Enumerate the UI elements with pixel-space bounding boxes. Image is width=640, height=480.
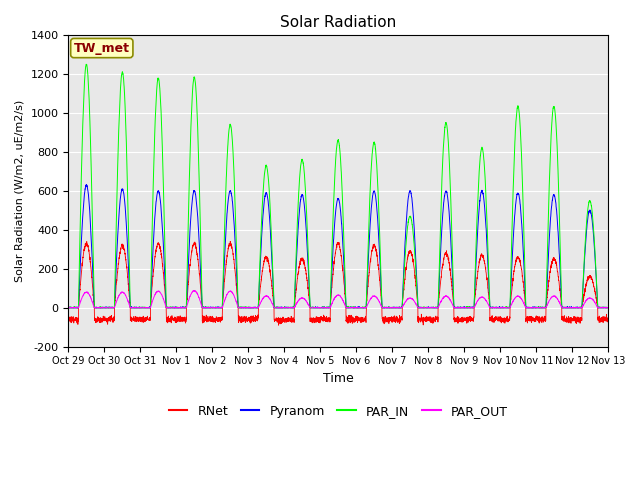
PAR_IN [490,304,497,310]
Pyranom [83,182,90,188]
Pyranom [162,288,170,293]
PAR_IN [459,305,467,311]
PAR_IN [162,270,170,276]
Line: Pyranom: Pyranom [68,185,608,308]
RNet [429,316,437,322]
Line: PAR_OUT: PAR_OUT [68,290,608,308]
PAR_IN [65,305,72,311]
Text: TW_met: TW_met [74,42,130,55]
PAR_OUT [191,288,198,293]
RNet [318,315,326,321]
RNet [275,323,282,328]
Y-axis label: Solar Radiation (W/m2, uE/m2/s): Solar Radiation (W/m2, uE/m2/s) [15,100,25,282]
Pyranom [459,305,467,311]
RNet [161,293,169,299]
PAR_IN [604,305,611,311]
X-axis label: Time: Time [323,372,353,385]
Line: PAR_IN: PAR_IN [68,64,608,308]
RNet [604,319,611,324]
RNet [460,317,467,323]
Pyranom [490,305,497,311]
PAR_IN [429,305,437,311]
RNet [227,239,234,244]
PAR_OUT [604,305,612,311]
PAR_IN [604,305,612,311]
PAR_IN [318,305,326,311]
PAR_OUT [604,305,611,311]
PAR_OUT [490,305,497,311]
Line: RNet: RNet [68,241,608,325]
Title: Solar Radiation: Solar Radiation [280,15,396,30]
Pyranom [429,305,437,311]
RNet [490,316,497,322]
Pyranom [604,305,612,311]
Pyranom [65,305,72,311]
PAR_IN [83,61,90,67]
Legend: RNet, Pyranom, PAR_IN, PAR_OUT: RNet, Pyranom, PAR_IN, PAR_OUT [164,400,513,423]
Pyranom [604,305,611,311]
PAR_OUT [429,305,437,311]
PAR_OUT [459,305,467,311]
PAR_OUT [161,302,169,308]
PAR_OUT [318,305,326,311]
RNet [604,316,612,322]
Pyranom [318,305,326,311]
PAR_OUT [65,305,72,311]
RNet [65,314,72,320]
